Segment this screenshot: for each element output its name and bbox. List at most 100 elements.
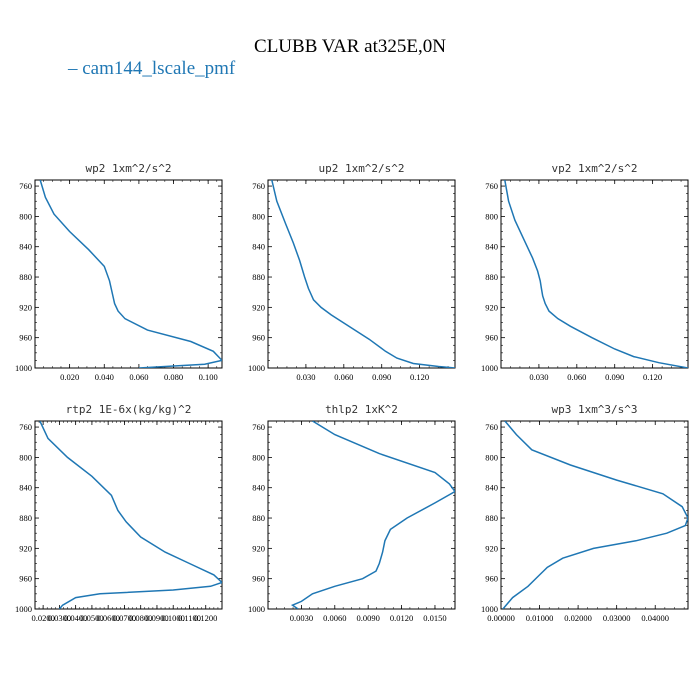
x-tick-label: 0.080 — [164, 372, 183, 382]
x-tick-label: 0.060 — [567, 372, 586, 382]
y-tick-label: 920 — [19, 302, 32, 312]
x-tick-label: 0.1000 — [162, 613, 185, 623]
x-tick-label: 0.04000 — [641, 613, 669, 623]
legend-label: cam144_lscale_pmf — [82, 58, 236, 79]
x-tick-label: 0.00000 — [487, 613, 515, 623]
panel-2: up2 1xm^2/s^2 760 800 840 880 920 960 1000 0.030… — [248, 162, 456, 382]
y-tick-label: 880 — [485, 513, 498, 523]
y-tick-label: 1000 — [15, 604, 32, 614]
y-tick-label: 800 — [19, 452, 32, 462]
axes-frame — [267, 420, 456, 610]
axes-frame — [34, 179, 223, 369]
panel-6: wp3 1xm^3/s^3 760 800 840 880 920 960 10000.000… — [481, 403, 689, 623]
x-tick-label: 0.03000 — [603, 613, 631, 623]
series-line — [39, 421, 222, 609]
series-line — [502, 421, 688, 609]
x-tick-label: 0.0060 — [323, 613, 346, 623]
series-line — [504, 180, 688, 368]
y-tick-label: 800 — [485, 452, 498, 462]
panel-5: thlp2 1xK^2 760 800 840 880 920 960 1000 0.0030 0… — [248, 403, 456, 623]
y-tick-label: 760 — [252, 181, 265, 191]
y-tick-label: 840 — [485, 242, 498, 252]
y-tick-label: 1000 — [15, 363, 32, 373]
panel-title: up2 1xm^2/s^2 — [318, 162, 404, 175]
x-tick-label: 0.040 — [95, 372, 114, 382]
y-tick-label: 960 — [485, 574, 498, 584]
y-tick-label: 960 — [19, 333, 32, 343]
y-tick-label: 1000 — [248, 604, 265, 614]
x-tick-label: 0.0200 — [31, 613, 54, 623]
y-tick-label: 760 — [252, 422, 265, 432]
y-tick-label: 800 — [485, 211, 498, 221]
y-tick-label: 880 — [19, 272, 32, 282]
y-tick-label: 800 — [19, 211, 32, 221]
y-tick-label: 840 — [19, 483, 32, 493]
y-tick-label: 1000 — [248, 363, 265, 373]
panel-title: thlp2 1xK^2 — [325, 403, 398, 416]
y-tick-label: 800 — [252, 452, 265, 462]
x-tick-label: 0.0900 — [145, 613, 168, 623]
x-tick-label: 0.0120 — [390, 613, 413, 623]
x-tick-label: 0.090 — [605, 372, 624, 382]
y-tick-label: 1000 — [481, 604, 498, 614]
series-line — [290, 421, 455, 609]
y-tick-label: 840 — [252, 483, 265, 493]
series-line — [39, 180, 222, 368]
x-tick-label: 0.030 — [529, 372, 548, 382]
x-tick-label: 0.0500 — [80, 613, 103, 623]
x-tick-label: 0.0090 — [356, 613, 379, 623]
x-tick-label: 0.0150 — [423, 613, 446, 623]
x-tick-label: 0.0030 — [290, 613, 313, 623]
axes-frame — [500, 179, 689, 369]
x-tick-label: 0.120 — [410, 372, 429, 382]
x-tick-label: 0.0700 — [113, 613, 136, 623]
axes-frame — [267, 179, 456, 369]
y-tick-label: 920 — [485, 543, 498, 553]
legend-line-icon: – — [68, 58, 78, 79]
y-tick-label: 920 — [252, 302, 265, 312]
panel-title: vp2 1xm^2/s^2 — [551, 162, 637, 175]
y-tick-label: 760 — [19, 181, 32, 191]
y-tick-label: 880 — [252, 513, 265, 523]
y-tick-label: 960 — [19, 574, 32, 584]
axes-frame — [500, 420, 689, 610]
y-tick-label: 840 — [19, 242, 32, 252]
panel-title: wp2 1xm^2/s^2 — [85, 162, 171, 175]
y-tick-label: 960 — [252, 333, 265, 343]
y-tick-label: 840 — [485, 483, 498, 493]
x-tick-label: 0.030 — [296, 372, 315, 382]
y-tick-label: 920 — [19, 543, 32, 553]
y-tick-label: 800 — [252, 211, 265, 221]
x-tick-label: 0.120 — [643, 372, 662, 382]
x-tick-label: 0.0600 — [96, 613, 119, 623]
y-tick-label: 840 — [252, 242, 265, 252]
y-tick-label: 880 — [19, 513, 32, 523]
panel-1: wp2 1xm^2/s^2 760 800 840 880 920 960 1000 0.020… — [15, 162, 223, 382]
y-tick-label: 880 — [485, 272, 498, 282]
series-line — [271, 180, 455, 368]
x-tick-label: 0.1200 — [194, 613, 217, 623]
x-tick-label: 0.0800 — [129, 613, 152, 623]
y-tick-label: 920 — [252, 543, 265, 553]
panel-title: wp3 1xm^3/s^3 — [551, 403, 637, 416]
y-tick-label: 960 — [252, 574, 265, 584]
y-tick-label: 920 — [485, 302, 498, 312]
legend: – cam144_lscale_pmf — [68, 58, 235, 80]
x-tick-label: 0.1100 — [178, 613, 201, 623]
y-tick-label: 760 — [19, 422, 32, 432]
y-tick-label: 960 — [485, 333, 498, 343]
figure-title: CLUBB VAR at325E,0N — [254, 36, 446, 57]
x-tick-label: 0.060 — [334, 372, 353, 382]
x-tick-label: 0.020 — [60, 372, 79, 382]
panel-3: vp2 1xm^2/s^2 760 800 840 880 920 960 1000 0.030… — [481, 162, 689, 382]
x-tick-label: 0.090 — [372, 372, 391, 382]
panel-4: rtp2 1E-6x(kg/kg)^2 760 800 840 880 920 960 100… — [15, 403, 223, 623]
x-tick-label: 0.02000 — [564, 613, 592, 623]
x-tick-label: 0.100 — [199, 372, 218, 382]
x-tick-label: 0.060 — [129, 372, 148, 382]
y-tick-label: 1000 — [481, 363, 498, 373]
y-tick-label: 880 — [252, 272, 265, 282]
x-tick-label: 0.0400 — [64, 613, 87, 623]
